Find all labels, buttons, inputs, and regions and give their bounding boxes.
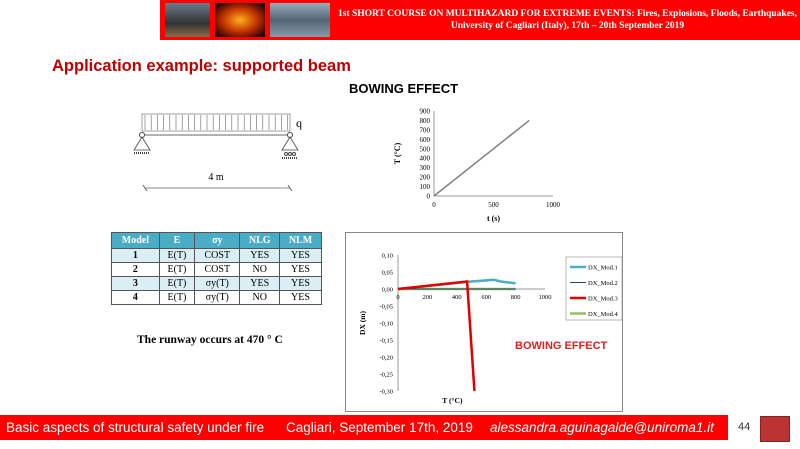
footer-bar: Basic aspects of structural safety under… — [0, 415, 728, 440]
table-cell: YES — [278, 276, 323, 291]
table-cell: 1 — [111, 248, 160, 263]
header-image-flood — [270, 3, 330, 37]
y-tick-label: 900 — [420, 108, 431, 116]
y-axis-label: T (°C) — [393, 142, 402, 164]
y-tick-label: 300 — [420, 164, 431, 172]
column-header: Model — [111, 232, 160, 249]
table-cell: 3 — [111, 276, 160, 291]
table-row: 4 E(T) σy(T) NO YES — [111, 290, 323, 305]
table-cell: E(T) — [158, 276, 196, 291]
y-tick-label: -0,25 — [379, 372, 393, 379]
y-tick-label: -0,10 — [379, 321, 393, 328]
beam-diagram: q 4 m — [133, 113, 302, 192]
legend-label: DX_Mod.1 — [588, 265, 618, 272]
load-label: q — [296, 116, 302, 130]
bowing-title: BOWING EFFECT — [349, 81, 459, 96]
table-row: 1 E(T) COST YES YES — [111, 248, 323, 263]
table-cell: YES — [278, 290, 323, 305]
table-cell: COST — [194, 262, 241, 277]
y-tick-label: -0,15 — [379, 338, 393, 345]
y-tick-label: 0 — [427, 193, 431, 201]
column-header: NLG — [239, 232, 280, 249]
x-tick-label: 1000 — [546, 201, 561, 209]
x-tick-label: 600 — [481, 294, 491, 301]
table-cell: σy(T) — [194, 290, 241, 305]
x-tick-label: 0 — [396, 294, 399, 301]
header-image-fire — [215, 3, 265, 37]
table-cell: E(T) — [158, 262, 196, 277]
table-cell: 4 — [111, 290, 160, 305]
y-axis-label: DX (m) — [358, 311, 367, 335]
header-text: 1st SHORT COURSE ON MULTIHAZARD FOR EXTR… — [335, 8, 800, 32]
bowing-effect-label: BOWING EFFECT — [515, 340, 608, 352]
table-cell: E(T) — [158, 290, 196, 305]
table-cell: NO — [239, 290, 280, 305]
table-cell: σy(T) — [194, 276, 241, 291]
header-image-smoke — [165, 3, 210, 37]
x-tick-label: 1000 — [539, 294, 552, 301]
legend-label: DX_Mod.3 — [588, 296, 618, 303]
x-tick-label: 500 — [488, 201, 499, 209]
y-tick-label: -0,30 — [379, 389, 393, 396]
header-line1: 1st SHORT COURSE ON MULTIHAZARD FOR EXTR… — [337, 9, 797, 19]
column-header: NLM — [278, 232, 323, 249]
displacement-temperature-chart: 0,10 0,05 0,00 -0,05 -0,10 -0,15 -0,20 -0,25 -0,… — [358, 253, 623, 405]
y-tick-label: -0,05 — [379, 304, 393, 311]
footer-email: alessandra.aguinagalde@uniroma1.it — [490, 420, 714, 435]
runway-text: The runway occurs at 470 ° C — [137, 334, 283, 346]
y-tick-label: 400 — [420, 155, 431, 163]
table-cell: YES — [239, 248, 280, 263]
table-cell: YES — [239, 276, 280, 291]
table-cell: NO — [239, 262, 280, 277]
slide-title: Application example: supported beam — [52, 57, 351, 75]
table-row: 3 E(T) σy(T) YES YES — [111, 276, 323, 291]
legend-label: DX_Mod.2 — [588, 280, 618, 287]
span-label: 4 m — [208, 172, 224, 183]
y-tick-label: 700 — [420, 126, 431, 134]
y-tick-label: 600 — [420, 136, 431, 144]
x-axis-label: T (°C) — [442, 396, 463, 405]
y-tick-label: 100 — [420, 183, 431, 191]
legend-label: DX_Mod.4 — [588, 311, 619, 318]
x-tick-label: 0 — [432, 201, 436, 209]
university-logo — [760, 416, 790, 442]
page-number: 44 — [738, 421, 751, 433]
y-tick-label: 800 — [420, 117, 431, 125]
x-tick-label: 800 — [511, 294, 521, 301]
table-cell: YES — [278, 248, 323, 263]
y-tick-label: 0,05 — [382, 270, 393, 277]
table-cell: COST — [194, 248, 241, 263]
footer-place-date: Cagliari, September 17th, 2019 — [286, 420, 473, 435]
x-axis-label: t (s) — [487, 214, 500, 223]
series-line — [433, 119, 530, 197]
y-tick-label: 500 — [420, 145, 431, 153]
header-line2: University of Cagliari (Italy), 17th – 2… — [450, 21, 685, 31]
column-header: σy — [194, 232, 241, 249]
series-line-DX_Mod.3 — [397, 280, 476, 392]
displacement-chart-frame — [345, 232, 623, 412]
table-cell: E(T) — [158, 248, 196, 263]
header-bar — [160, 0, 800, 40]
footer-course: Basic aspects of structural safety under… — [6, 420, 265, 435]
y-tick-label: -0,20 — [379, 355, 393, 362]
x-tick-label: 200 — [423, 294, 433, 301]
y-tick-label: 0,00 — [382, 287, 393, 294]
x-tick-label: 400 — [452, 294, 462, 301]
table-cell: YES — [278, 262, 323, 277]
table-cell: 2 — [111, 262, 160, 277]
y-tick-label: 0,10 — [382, 253, 393, 260]
table-row: 2 E(T) COST NO YES — [111, 262, 323, 277]
column-header: E — [158, 232, 196, 249]
y-tick-label: 200 — [420, 174, 431, 182]
